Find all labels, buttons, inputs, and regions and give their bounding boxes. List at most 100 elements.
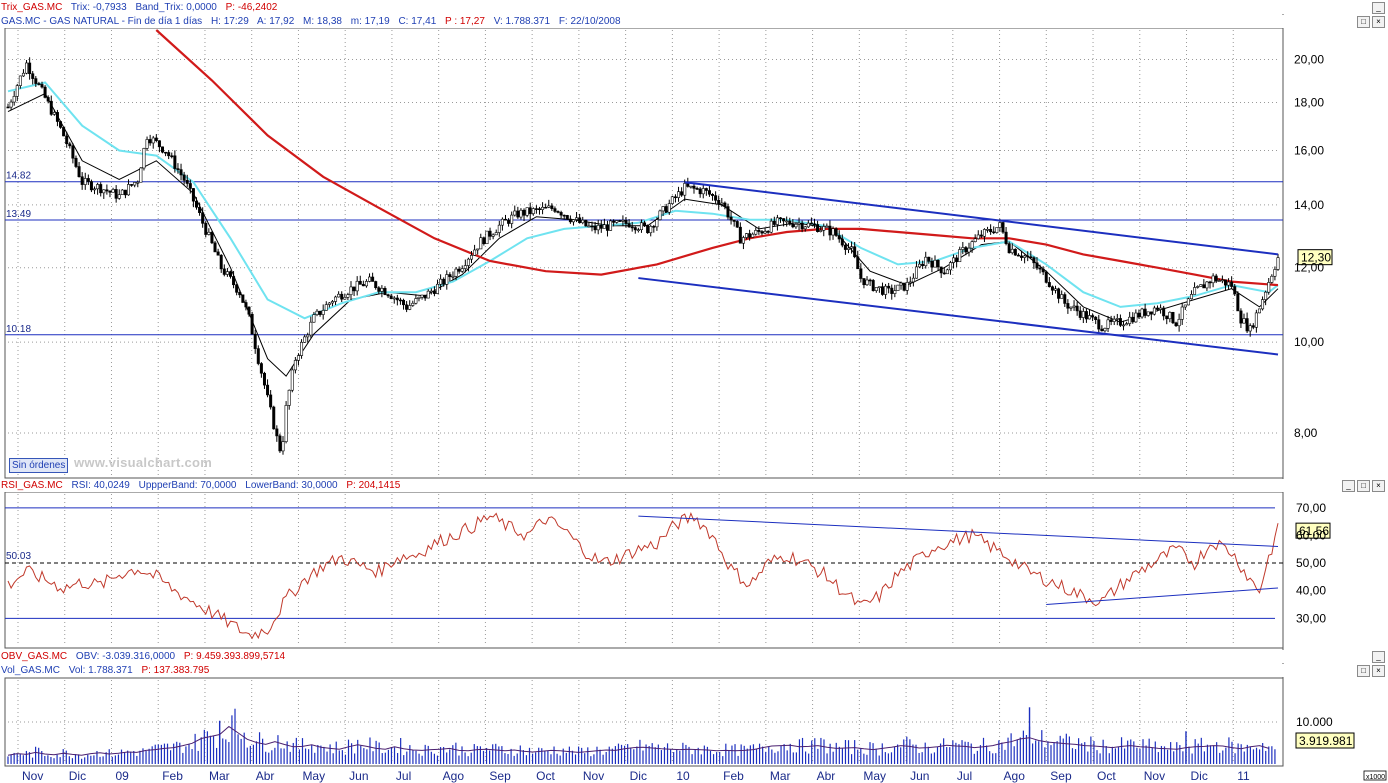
y-tick-label: 12,00 <box>1294 261 1324 275</box>
rsi-last-value: 61,56 <box>1299 524 1329 538</box>
candle-body <box>612 220 616 223</box>
candle-body <box>534 208 538 210</box>
candle-body <box>1248 325 1252 332</box>
candle-body <box>819 230 823 232</box>
candle-body <box>723 202 727 207</box>
candle-body <box>448 274 452 277</box>
rsi-close-button[interactable]: × <box>1372 480 1385 492</box>
candle-body <box>834 228 838 236</box>
candle-body <box>578 217 582 224</box>
candle-body <box>327 302 331 305</box>
obv-minimize-button[interactable]: _ <box>1372 651 1385 663</box>
candle-body <box>1152 307 1156 315</box>
candle-body <box>55 112 59 122</box>
rsi-label[interactable]: RSI_GAS.MC <box>1 480 63 491</box>
candle-body <box>225 271 229 275</box>
price-title[interactable]: GAS.MC - GAS NATURAL - Fin de día 1 días <box>1 16 203 27</box>
y-tick-label: 16,00 <box>1294 143 1324 157</box>
candle-body <box>105 189 109 192</box>
candle-body <box>868 279 872 282</box>
candle-body <box>275 428 279 437</box>
rsi-midline-label: 50.03 <box>6 551 31 562</box>
candle-body <box>198 206 202 213</box>
candle-body <box>1205 281 1209 289</box>
candle-body <box>1115 318 1119 320</box>
x-tick-label: Nov <box>1144 769 1165 783</box>
candle-body <box>383 288 387 295</box>
rsi-tick-label: 40,00 <box>1296 584 1326 598</box>
candle-body <box>1233 286 1237 295</box>
rsi-minimize-button[interactable]: _ <box>1342 480 1355 492</box>
candle-body <box>349 286 353 295</box>
candle-body <box>377 287 381 292</box>
price-high: M: 18,38 <box>303 16 342 27</box>
obv-window-buttons: _ <box>1372 651 1385 663</box>
candle-body <box>80 176 84 185</box>
candle-body <box>701 188 705 195</box>
candle-body <box>930 260 934 268</box>
candle-body <box>587 225 591 228</box>
candle-body <box>405 304 409 310</box>
minimize-button[interactable]: _ <box>1372 2 1385 14</box>
candle-body <box>741 237 745 244</box>
x-tick-label: Feb <box>162 769 183 783</box>
candle-body <box>358 280 362 285</box>
candle-body <box>142 148 146 169</box>
candle-body <box>130 184 134 186</box>
candle-body <box>528 207 532 214</box>
x-tick-label: May <box>302 769 325 783</box>
trix-window-buttons: _ <box>1372 2 1385 14</box>
trix-label[interactable]: Trix_GAS.MC <box>1 2 63 13</box>
candle-body <box>822 226 826 231</box>
rsi-last-box <box>1295 522 1331 539</box>
candle-body <box>1057 288 1061 299</box>
obv-value: OBV: -3.039.316,0000 <box>75 651 176 662</box>
vol-close-button[interactable]: × <box>1372 665 1385 677</box>
candle-body <box>460 268 464 272</box>
candle-body <box>374 281 378 288</box>
maximize-button[interactable]: □ <box>1357 16 1370 28</box>
candle-body <box>148 139 152 144</box>
candle-body <box>476 248 480 251</box>
candle-body <box>432 290 436 294</box>
orders-button[interactable]: Sin órdenes <box>9 458 69 473</box>
candle-body <box>269 394 273 408</box>
candle-body <box>525 207 529 216</box>
candle-body <box>862 278 866 286</box>
candle-body <box>1143 308 1147 316</box>
candle-body <box>964 247 968 253</box>
candle-body <box>420 294 424 298</box>
rsi-maximize-button[interactable]: □ <box>1357 480 1370 492</box>
candle-body <box>86 178 90 182</box>
candle-body <box>1109 319 1113 322</box>
candle-body <box>494 232 498 236</box>
candle-body <box>216 251 220 256</box>
x-tick-label: Abr <box>817 769 836 783</box>
candle-body <box>1112 318 1116 322</box>
candle-body <box>599 224 603 229</box>
x-tick-label: 09 <box>115 769 129 783</box>
candle-body <box>194 200 198 208</box>
candle-body <box>982 229 986 237</box>
rsi-tick-label: 60,00 <box>1296 528 1326 542</box>
candle-body <box>262 372 266 386</box>
candle-body <box>973 238 977 243</box>
obv-label[interactable]: OBV_GAS.MC <box>1 651 68 662</box>
candle-body <box>803 226 807 230</box>
candle-body <box>797 222 801 225</box>
vol-label[interactable]: Vol_GAS.MC <box>1 665 60 676</box>
candle-body <box>1254 312 1258 328</box>
trix-header: Trix_GAS.MC Trix: -0,7933 Band_Trix: 0,0… <box>1 1 1387 14</box>
vol-maximize-button[interactable]: □ <box>1357 665 1370 677</box>
candle-body <box>1245 318 1249 332</box>
close-button[interactable]: × <box>1372 16 1385 28</box>
candle-body <box>652 226 656 228</box>
candle-body <box>1016 254 1020 257</box>
candle-body <box>791 223 795 228</box>
x-tick-label: Sep <box>489 769 511 783</box>
price-date: F: 22/10/2008 <box>558 16 621 27</box>
candle-body <box>482 237 486 245</box>
candle-body <box>704 188 708 191</box>
candle-body <box>609 220 613 231</box>
candle-body <box>513 210 517 216</box>
